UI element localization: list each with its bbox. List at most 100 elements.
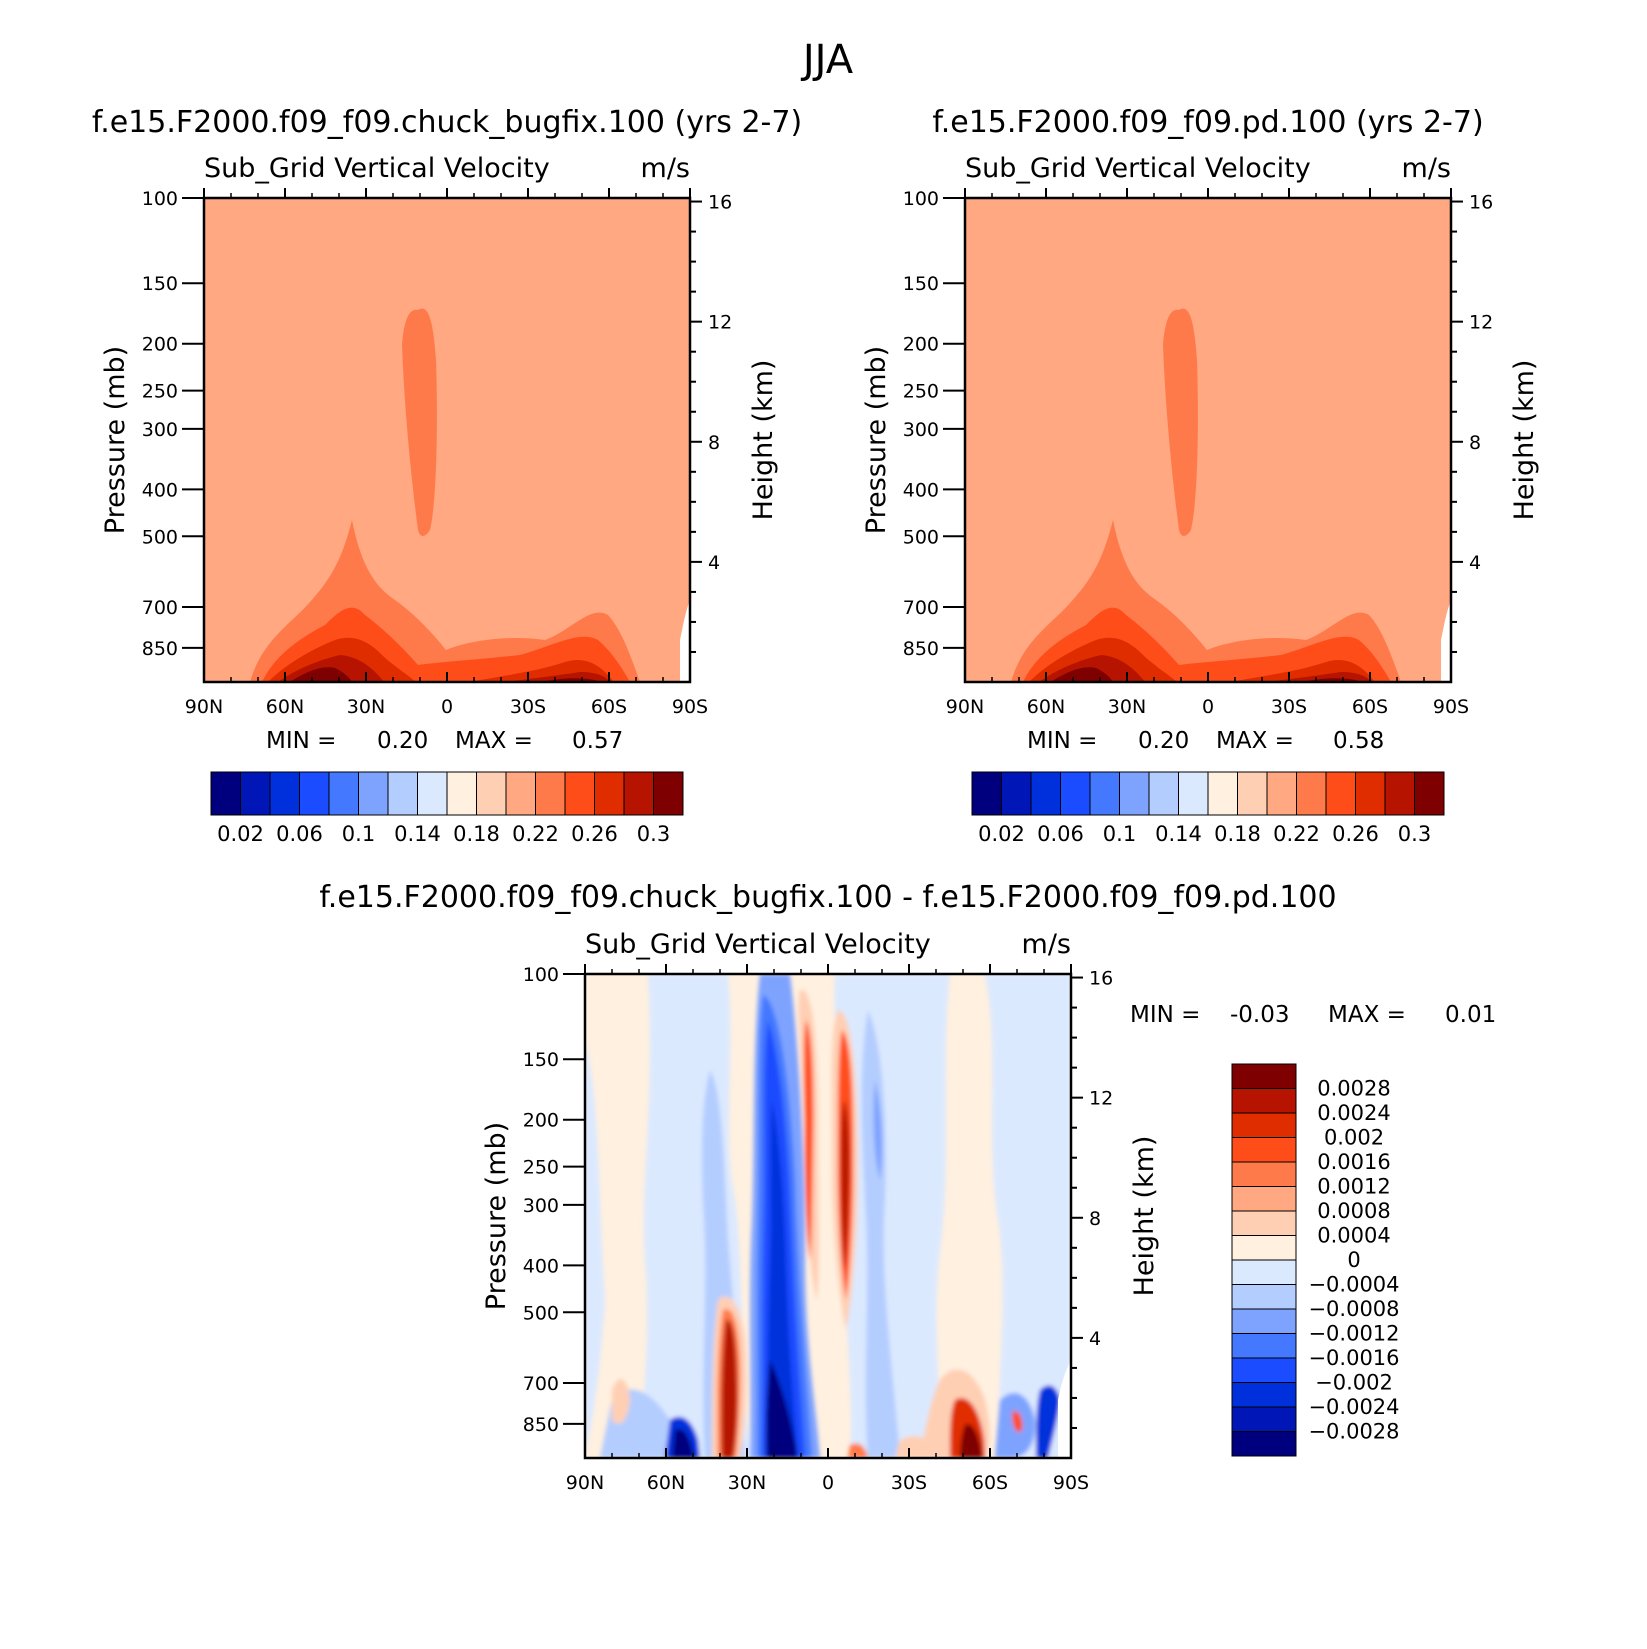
x-tick-label: 90N <box>185 696 223 718</box>
y-right-tick-label: 12 <box>708 312 732 334</box>
colorbar-swatch <box>1231 1284 1297 1310</box>
units-label: m/s <box>1022 929 1071 960</box>
colorbar-label: 0.22 <box>1273 822 1320 846</box>
colorbar-swatch <box>269 771 300 816</box>
colorbar-label: 0.06 <box>276 822 323 846</box>
colorbar-swatch <box>1231 1186 1297 1212</box>
y-tick-label: 850 <box>142 638 178 660</box>
colorbar-label: 0.14 <box>1155 822 1202 846</box>
contour-red-60s-3 <box>960 1424 982 1458</box>
x-tick-label: 90N <box>566 1472 604 1494</box>
contour-medium-blue <box>873 1080 883 1180</box>
field-background <box>204 198 690 682</box>
y-tick-label: 250 <box>142 381 178 403</box>
colorbar-swatch <box>1231 1063 1297 1089</box>
min-value: 0.20 <box>1138 728 1189 754</box>
y-tick-label: 200 <box>523 1110 559 1132</box>
y-right-tick-label: 4 <box>1089 1328 1101 1350</box>
colorbar-swatch <box>1060 771 1091 816</box>
missing-data <box>1441 600 1451 682</box>
contour-red-low <box>612 1379 630 1424</box>
x-tick-label: 0 <box>822 1472 834 1494</box>
colorbar-swatch <box>505 771 536 816</box>
colorbar-swatch <box>1089 771 1120 816</box>
colorbar-swatch <box>1355 771 1386 816</box>
panel-title: f.e15.F2000.f09_f09.chuck_bugfix.100 - f… <box>319 880 1336 915</box>
y-axis-label: Pressure (mb) <box>100 346 131 534</box>
y-tick-label: 850 <box>903 638 939 660</box>
y-tick-label: 150 <box>523 1049 559 1071</box>
missing-data <box>680 600 690 682</box>
max-value: 0.01 <box>1445 1002 1496 1028</box>
y-tick-label: 300 <box>903 419 939 441</box>
contour-red-30n-3 <box>721 1319 738 1458</box>
y-right-tick-label: 4 <box>1469 552 1481 574</box>
colorbar-label: 0.0004 <box>1317 1224 1390 1248</box>
min-value: 0.20 <box>377 728 428 754</box>
colorbar-label: 0.0016 <box>1317 1150 1390 1174</box>
y-right-tick-label: 8 <box>708 432 720 454</box>
y-axis-label: Pressure (mb) <box>861 346 892 534</box>
colorbar-swatch <box>1231 1382 1297 1408</box>
colorbar-swatch <box>240 771 271 816</box>
colorbar-swatch <box>1237 771 1268 816</box>
panel-title: f.e15.F2000.f09_f09.pd.100 (yrs 2-7) <box>932 105 1483 140</box>
max-label: MAX = <box>1216 728 1294 754</box>
y-tick-label: 250 <box>903 381 939 403</box>
contour-red-equator-2 <box>804 1020 814 1260</box>
contour-red-south-3 <box>841 1100 850 1270</box>
colorbar-swatch <box>1231 1235 1297 1261</box>
colorbar-swatch <box>1231 1210 1297 1236</box>
contour-low-level-4 <box>278 655 610 682</box>
colorbar-swatch <box>1001 771 1032 816</box>
contour-field <box>585 974 1071 1458</box>
y-tick-label: 400 <box>903 479 939 501</box>
colorbar-label: 0.22 <box>512 822 559 846</box>
y-tick-label: 300 <box>142 419 178 441</box>
colorbar-swatch <box>210 771 241 816</box>
colorbar-label: −0.0024 <box>1308 1395 1399 1419</box>
colorbar-label: −0.0012 <box>1308 1322 1399 1346</box>
colorbar: 0.00280.00240.0020.00160.00120.00080.000… <box>1231 1063 1400 1457</box>
y-tick-label: 700 <box>523 1373 559 1395</box>
y-right-tick-label: 4 <box>708 552 720 574</box>
contour-blue-plume-5 <box>766 1360 798 1458</box>
colorbar-label: 0.02 <box>217 822 264 846</box>
y-tick-label: 250 <box>523 1157 559 1179</box>
colorbar-label: −0.0016 <box>1308 1346 1399 1370</box>
colorbar-label: 0.02 <box>978 822 1025 846</box>
colorbar-swatch <box>1414 771 1445 816</box>
variable-name: Sub_Grid Vertical Velocity <box>585 929 931 960</box>
x-tick-label: 60N <box>1027 696 1065 718</box>
figure-title: JJA <box>800 37 854 83</box>
colorbar-swatch <box>1325 771 1356 816</box>
y-tick-label: 850 <box>523 1414 559 1436</box>
x-tick-label: 90S <box>672 696 708 718</box>
y-right-tick-label: 16 <box>1469 192 1493 214</box>
x-tick-label: 30S <box>1271 696 1307 718</box>
colorbar-swatch <box>299 771 330 816</box>
panel-difference: f.e15.F2000.f09_f09.chuck_bugfix.100 - f… <box>319 880 1496 1494</box>
colorbar-swatch <box>1231 1112 1297 1138</box>
colorbar-label: 0.1 <box>1103 822 1136 846</box>
y-tick-label: 500 <box>523 1302 559 1324</box>
colorbar-label: 0 <box>1347 1248 1360 1272</box>
colorbar-label: 0.18 <box>1214 822 1261 846</box>
y-tick-label: 100 <box>523 964 559 986</box>
y-tick-label: 150 <box>903 273 939 295</box>
colorbar: 0.02 0.06 0.1 0.14 0.18 0.22 0.26 0.3 <box>210 771 684 846</box>
y-right-tick-label: 8 <box>1089 1208 1101 1230</box>
y-tick-label: 500 <box>142 526 178 548</box>
y-right-tick-label: 8 <box>1469 432 1481 454</box>
y-tick-label: 100 <box>903 188 939 210</box>
y-axis-right-label: Height (km) <box>748 360 779 521</box>
contour-blue-low-2 <box>672 1429 694 1458</box>
colorbar-label: 0.0012 <box>1317 1175 1390 1199</box>
contour-low-level-4 <box>1039 655 1371 682</box>
max-value: 0.58 <box>1333 728 1384 754</box>
x-tick-label: 30S <box>891 1472 927 1494</box>
x-tick-label: 30N <box>1108 696 1146 718</box>
colorbar-swatch <box>653 771 684 816</box>
panel-title: f.e15.F2000.f09_f09.chuck_bugfix.100 (yr… <box>92 105 802 140</box>
